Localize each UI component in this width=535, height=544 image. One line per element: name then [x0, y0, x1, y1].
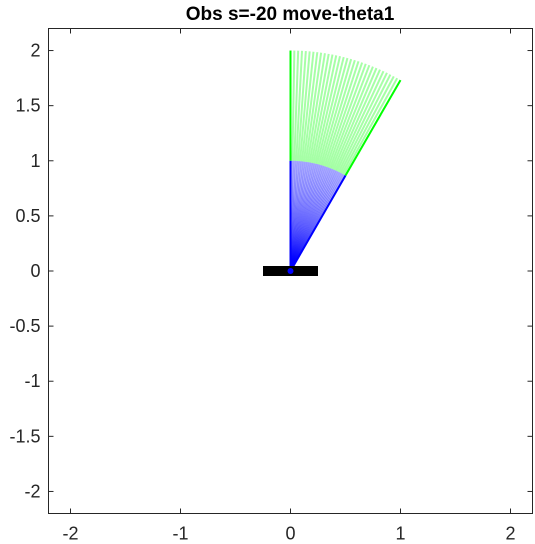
link1-frame: [289, 164, 322, 272]
link1-frame: [289, 161, 303, 272]
y-tick-label: 2: [30, 41, 40, 61]
link1-frame: [289, 167, 330, 272]
link2-frame: [293, 50, 300, 161]
link2-frame: [301, 51, 315, 162]
y-tick-label: -1: [24, 371, 40, 391]
y-tick-label: -2: [24, 481, 40, 501]
link1-frame: [289, 161, 305, 272]
link2-frame: [321, 59, 356, 166]
link2-frame: [327, 63, 367, 168]
y-tick-label: -0.5: [9, 316, 40, 336]
link1-frame: [289, 164, 320, 272]
base-joint: [287, 268, 294, 274]
y-tick-label: -1.5: [9, 426, 40, 446]
link2-frame: [302, 52, 319, 162]
link2-frame: [299, 51, 311, 162]
x-tick-label: 2: [505, 524, 515, 544]
link1-frame: [289, 172, 342, 272]
link2-frame: [319, 58, 353, 166]
link2-frame: [325, 62, 364, 168]
link1-frame: [289, 163, 317, 272]
link2-frame: [297, 51, 307, 162]
link2-frame: [341, 75, 395, 175]
link2-frame: [295, 50, 304, 161]
link1-frame: [289, 165, 324, 272]
link1-frame: [289, 174, 345, 272]
link1-frame: [289, 162, 315, 272]
link1-frame: [289, 166, 328, 272]
link2-frame: [339, 74, 392, 174]
link2-frame: [337, 72, 388, 173]
x-tick-label: 0: [285, 524, 295, 544]
link2-frame: [316, 56, 345, 165]
link1-frame: [289, 165, 326, 272]
link1-frame: [289, 173, 344, 272]
link1-frame: [289, 160, 300, 272]
link2-frame: [334, 69, 381, 171]
link2-frame: [312, 55, 338, 164]
chart-title: Obs s=-20 move-theta1: [186, 4, 395, 25]
link2-frame: [336, 70, 385, 172]
link2-frame: [310, 54, 334, 163]
link2-frame: [318, 57, 349, 165]
y-axis: -2 -1.5 -1 -0.5 0 0.5 1 1.5 2: [9, 41, 533, 501]
link1-frame: [289, 175, 347, 272]
link2-frame: [342, 77, 399, 176]
y-tick-label: 0: [30, 261, 40, 281]
link2-frame: [332, 67, 378, 170]
link1-frame: [289, 170, 338, 272]
link1-frame: [289, 167, 331, 272]
x-tick-label: -1: [172, 524, 188, 544]
y-tick-label: 1.5: [15, 96, 40, 116]
link2-frame: [344, 79, 402, 177]
link2-frame: [314, 55, 341, 164]
y-tick-label: 0.5: [15, 206, 40, 226]
link2-frame: [306, 53, 326, 163]
link2-frame: [304, 52, 323, 162]
link1-frame: [289, 161, 309, 272]
link1-frame: [289, 163, 319, 272]
link1-frame: [289, 162, 311, 272]
x-axis: -2 -1 0 1 2: [62, 28, 516, 544]
link1-frame: [289, 161, 307, 272]
link1-frame: [289, 161, 302, 272]
link2-frame: [323, 61, 360, 167]
link2-frame: [328, 64, 371, 169]
link2-frame: [308, 53, 330, 163]
link2-frame: [330, 66, 374, 170]
link2-frame: [291, 50, 296, 161]
x-tick-label: -2: [62, 524, 78, 544]
link1-frame: [289, 162, 313, 272]
link1-frame: [289, 169, 335, 272]
link1-frame: [289, 168, 333, 272]
plot-marks: [263, 50, 402, 276]
y-tick-label: 1: [30, 151, 40, 171]
link1-frame: [289, 169, 337, 272]
x-tick-label: 1: [395, 524, 405, 544]
link1-frame: [289, 171, 340, 272]
